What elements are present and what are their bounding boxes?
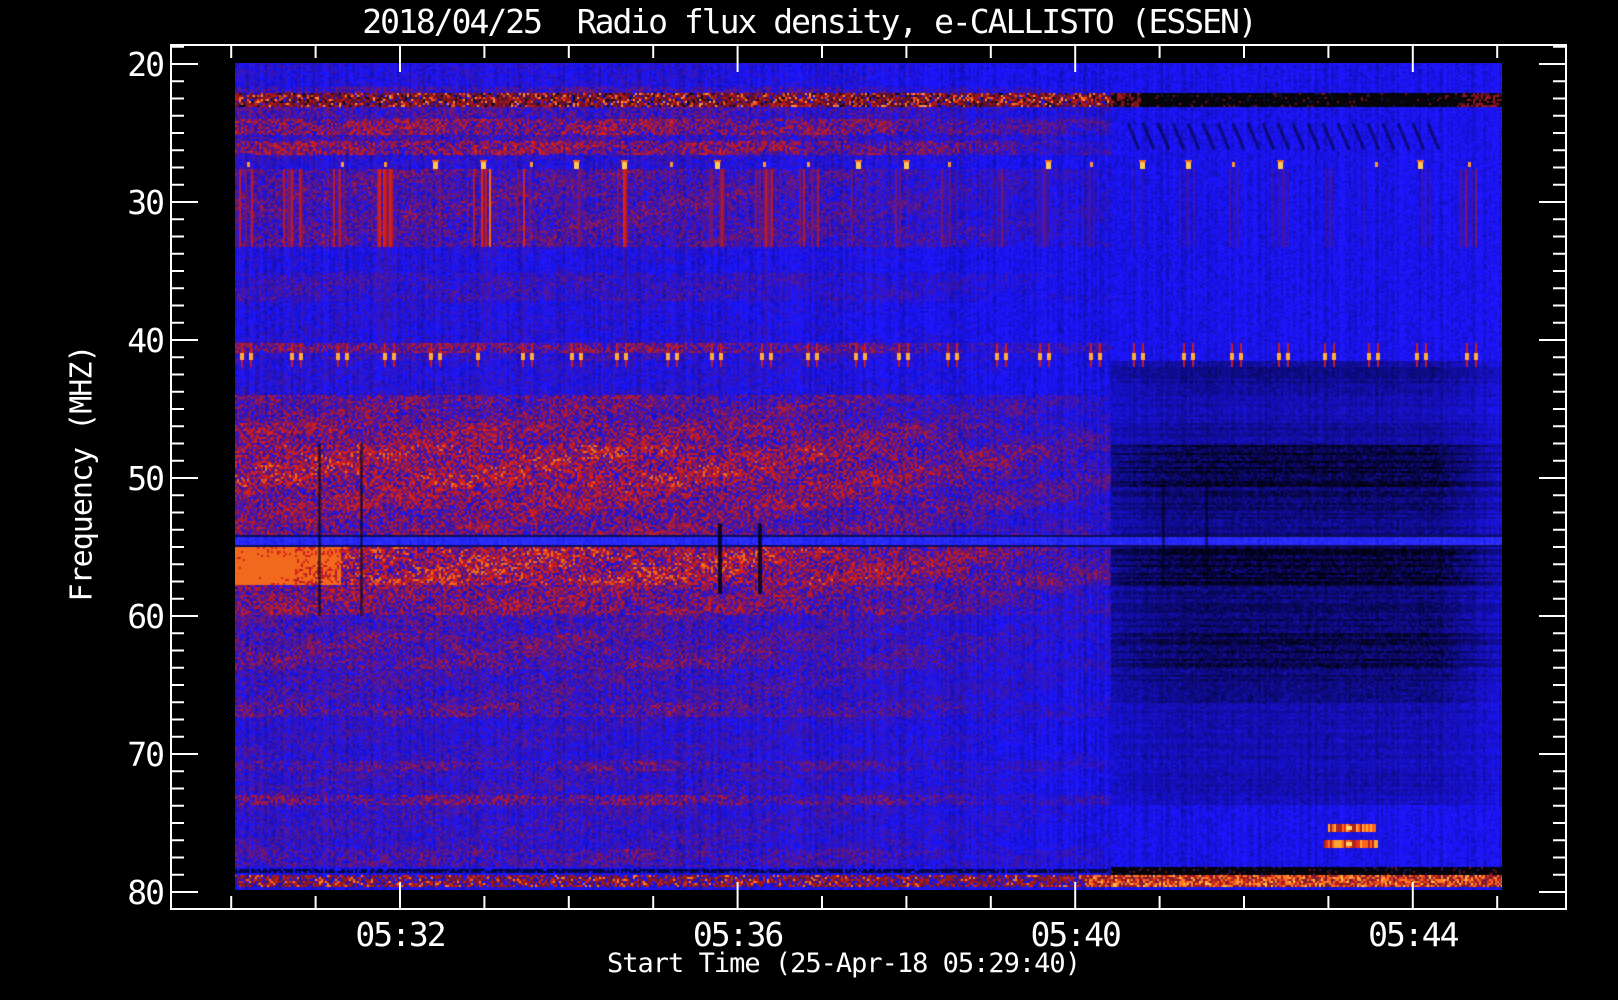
- y-tick-label: 60: [127, 597, 165, 636]
- x-tick-label: 05:32: [355, 915, 446, 954]
- chart-title: 2018/04/25 Radio flux density, e-CALLIST…: [362, 2, 1257, 41]
- y-tick-label: 40: [127, 321, 165, 360]
- x-tick-label: 05:44: [1368, 915, 1459, 954]
- y-tick-label: 30: [127, 183, 165, 222]
- x-tick-label: 05:36: [692, 915, 784, 954]
- spectrogram-canvas: [235, 63, 1502, 890]
- x-tick-label: 05:40: [1030, 915, 1122, 954]
- y-tick-label: 50: [127, 459, 165, 498]
- y-tick-label: 80: [127, 873, 165, 912]
- x-axis-label: Start Time (25-Apr-18 05:29:40): [607, 948, 1081, 979]
- y-tick-label: 70: [127, 735, 165, 774]
- y-tick-label: 20: [127, 45, 165, 84]
